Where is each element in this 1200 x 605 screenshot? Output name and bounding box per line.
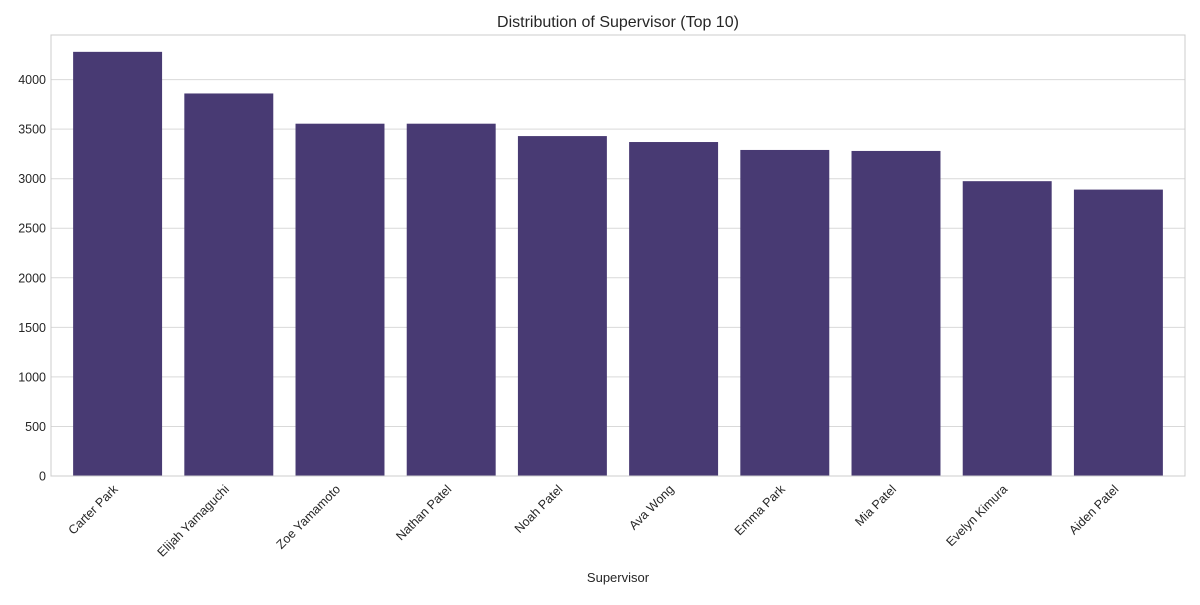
y-tick-label: 2000: [18, 271, 46, 285]
bar-aiden-patel: [1073, 189, 1163, 476]
bar-mia-patel: [851, 150, 941, 477]
y-tick-label: 500: [25, 420, 46, 434]
y-tick-labels: 0 500 1000 1500 2000 2500 3000 3500 4000: [18, 73, 46, 483]
bar-ava-wong: [629, 142, 719, 476]
bar-elijah-yamaguchi: [184, 93, 274, 476]
x-axis-label: Supervisor: [587, 570, 650, 585]
chart-title: Distribution of Supervisor (Top 10): [497, 14, 739, 31]
y-tick-label: 2500: [18, 222, 46, 236]
y-tick-label: 1500: [18, 321, 46, 335]
y-tick-label: 3500: [18, 123, 46, 137]
y-tick-label: 1000: [18, 370, 46, 384]
y-tick-label: 0: [39, 470, 46, 484]
bar-carter-park: [73, 51, 163, 476]
y-tick-label: 4000: [18, 73, 46, 87]
bar-nathan-patel: [406, 123, 496, 477]
bar-noah-patel: [517, 136, 607, 477]
plot-frame: [50, 34, 1186, 477]
bars: [73, 51, 1163, 477]
y-tick-label: 3000: [18, 172, 46, 186]
bar-emma-park: [740, 149, 830, 476]
bar-zoe-yamamoto: [295, 123, 385, 477]
bar-evelyn-kimura: [962, 181, 1052, 476]
